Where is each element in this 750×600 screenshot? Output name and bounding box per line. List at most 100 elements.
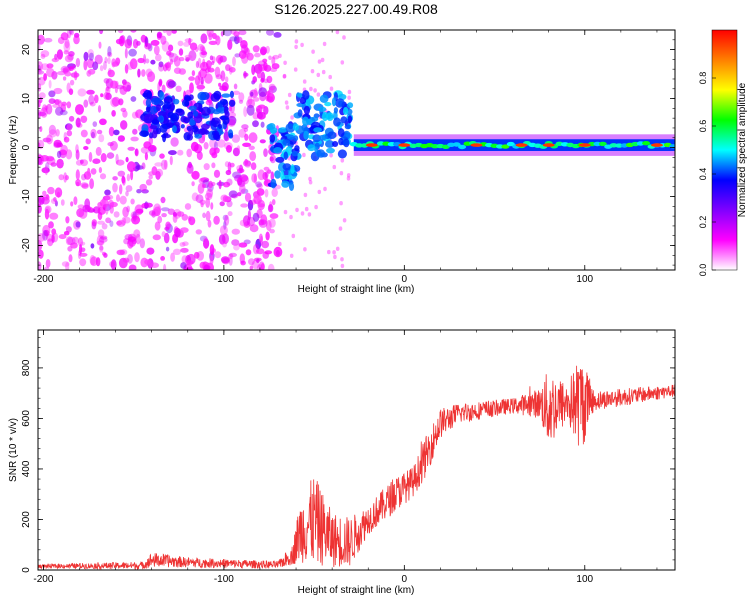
spectrogram-noise-cell: [228, 190, 238, 198]
spectrogram-noise-cell: [232, 147, 240, 157]
spectrogram-noise-cell: [262, 58, 268, 63]
spectrogram-noise-cell: [168, 150, 177, 156]
spectrogram-noise-cell: [46, 67, 55, 78]
spectrogram-noise-cell: [252, 45, 260, 53]
spectrogram-noise-cell: [256, 248, 265, 255]
spectrogram-noise-cell: [99, 30, 104, 35]
spectrogram-band-cell: [224, 110, 230, 118]
spectrogram-noise-cell: [320, 57, 325, 63]
spectrogram-noise-cell: [290, 115, 294, 120]
spectrogram-noise-cell: [316, 92, 321, 97]
spectrogram-noise-cell: [252, 76, 257, 83]
spectrogram-noise-cell: [268, 55, 272, 61]
spectrogram-noise-cell: [203, 264, 210, 270]
spectrogram-noise-cell: [207, 219, 212, 228]
spectrogram-noise-cell: [302, 152, 306, 158]
spectrogram-noise-cell: [63, 136, 70, 143]
spectrogram-noise-cell: [148, 174, 153, 180]
spectrogram-noise-cell: [174, 227, 181, 238]
spectrogram-noise-cell: [205, 99, 213, 106]
spectrogram-noise-cell: [308, 176, 312, 182]
spectrogram-noise-cell: [119, 85, 128, 95]
spectrogram-marks: [38, 30, 675, 270]
spectrogram-noise-cell: [137, 57, 145, 64]
spectrogram-band-cell: [172, 125, 177, 133]
spectrogram-band-cell: [347, 115, 353, 123]
spectrogram-noise-cell: [258, 219, 265, 226]
spectrogram-noise-cell: [73, 35, 80, 45]
spectrogram-noise-cell: [121, 217, 127, 226]
spectrogram-noise-cell: [115, 57, 121, 66]
spectrogram-noise-cell: [242, 142, 252, 147]
spectrogram-noise-cell: [75, 169, 80, 181]
spectrogram-noise-cell: [265, 220, 272, 231]
colorbar-tick-label: 0.8: [698, 72, 708, 85]
spectrogram-noise-cell: [185, 267, 194, 270]
colorbar-ticks: 0.0 0.2 0.4 0.6 0.8: [698, 72, 716, 276]
spectrogram-band-cell: [156, 104, 161, 112]
spectrogram-noise-cell: [72, 236, 79, 245]
spectrogram-noise-cell: [179, 227, 189, 233]
spectrogram-noise-cell: [166, 61, 172, 72]
spectrogram-noise-cell: [139, 238, 145, 249]
spectrogram-noise-cell: [244, 158, 249, 166]
spectrogram-noise-cell: [64, 38, 70, 49]
spectrogram-noise-cell: [184, 203, 192, 210]
spectrogram-noise-cell: [209, 55, 214, 61]
spectrogram-noise-cell: [328, 74, 333, 80]
spectrogram-noise-cell: [92, 121, 98, 127]
spectrogram-noise-cell: [146, 247, 155, 255]
spectrogram-noise-cell: [88, 94, 95, 105]
spectrogram-noise-cell: [106, 86, 109, 92]
spectrogram-noise-cell: [87, 167, 91, 177]
spectrogram-noise-cell: [332, 250, 336, 255]
spectrogram-noise-cell: [130, 136, 139, 142]
spectrogram-noise-cell: [211, 61, 215, 65]
spectrogram-noise-cell: [51, 228, 57, 235]
spectrogram-noise-cell: [38, 70, 45, 75]
spectrogram-noise-cell: [124, 47, 128, 59]
spectrogram-noise-cell: [127, 146, 135, 151]
spectrogram-band-cell: [149, 125, 158, 130]
spectrogram-noise-cell: [219, 55, 227, 63]
spectrogram-noise-cell: [81, 183, 89, 189]
spectrogram-band-cell: [297, 109, 303, 117]
spectrogram-noise-cell: [44, 208, 50, 220]
spectrogram-noise-cell: [55, 129, 60, 137]
spectrogram-noise-cell: [46, 156, 56, 166]
snr-panel: -200 -100 0 100 0 200 400 600 800 Height of str…: [8, 329, 676, 596]
spectrogram-noise-cell: [158, 61, 164, 68]
spectrogram-noise-cell: [250, 91, 254, 97]
spectrogram-band-cell: [184, 96, 192, 102]
spectrogram-noise-cell: [340, 257, 344, 262]
spectrogram-noise-cell: [99, 244, 104, 253]
spectrogram-noise-cell: [43, 73, 47, 81]
spectrogram-noise-cell: [206, 188, 214, 198]
spectrogram-noise-cell: [123, 216, 131, 224]
spectrogram-noise-cell: [291, 233, 296, 239]
spectrogram-noise-cell: [332, 164, 337, 170]
spectrogram-noise-cell: [303, 192, 308, 198]
spectrogram-noise-cell: [56, 71, 66, 76]
spectrogram-noise-cell: [48, 124, 57, 135]
spectrogram-noise-cell: [271, 188, 278, 198]
spectrogram-noise-cell: [77, 250, 82, 260]
spectrogram-noise-cell: [52, 103, 60, 108]
spectrogram-noise-cell: [219, 225, 228, 236]
spectrogram-noise-cell: [188, 50, 197, 62]
spectrogram-band-cell: [145, 105, 151, 113]
spectrogram-noise-cell: [55, 106, 64, 116]
spectrogram-band-cell: [200, 106, 211, 117]
spectrogram-noise-cell: [104, 56, 108, 64]
spectrogram-noise-cell: [169, 155, 173, 166]
spectrogram-band-cell: [281, 180, 290, 188]
spectrogram-noise-cell: [253, 173, 257, 185]
spectrogram-noise-cell: [340, 263, 345, 269]
spectrogram-noise-cell: [347, 95, 351, 100]
spectrogram-noise-cell: [48, 98, 56, 104]
spectrogram-band-cell: [151, 119, 160, 125]
spectrogram-noise-cell: [191, 70, 196, 77]
spectrogram-noise-cell: [269, 218, 276, 228]
spectrogram-noise-cell: [120, 107, 127, 112]
